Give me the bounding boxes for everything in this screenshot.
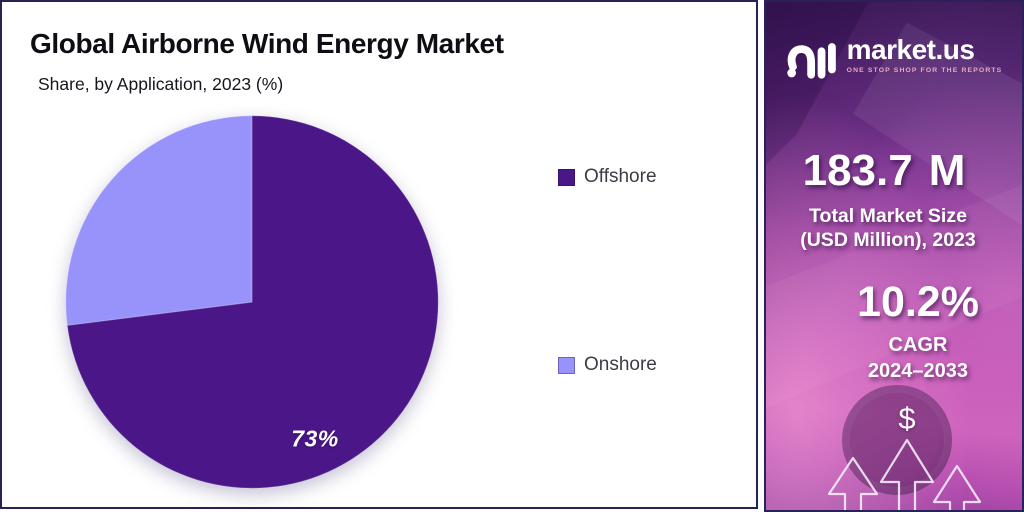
brand-sidebar: market.us ONE STOP SHOP FOR THE REPORTS … bbox=[764, 0, 1024, 512]
brand-tagline: ONE STOP SHOP FOR THE REPORTS bbox=[846, 67, 1003, 74]
market-size-unit: M bbox=[928, 146, 966, 195]
pie-chart-svg bbox=[65, 115, 439, 489]
growth-arrow-middle bbox=[879, 438, 935, 510]
legend-swatch-onshore bbox=[558, 356, 575, 374]
market-us-logo-icon bbox=[786, 43, 836, 79]
growth-arrow-left bbox=[827, 456, 879, 510]
legend-swatch-offshore bbox=[558, 168, 575, 186]
cagr-label-line1: CAGR bbox=[888, 334, 948, 356]
market-size-stat: 183.7 M bbox=[766, 146, 1012, 196]
legend-label-onshore: Onshore bbox=[584, 354, 657, 375]
cagr-label-line2: 2024–2033 bbox=[867, 359, 969, 382]
pie-slice-onshore bbox=[65, 115, 253, 327]
cagr-value: 10.2% bbox=[857, 278, 979, 326]
brand-name: market.us bbox=[846, 34, 975, 65]
pie-slice-offshore bbox=[66, 115, 439, 489]
brand-text-block: market.us ONE STOP SHOP FOR THE REPORTS bbox=[846, 34, 1003, 75]
chart-subtitle: Share, by Application, 2023 (%) bbox=[38, 74, 284, 94]
chart-panel: Global Airborne Wind Energy Market Share… bbox=[0, 0, 758, 509]
growth-arrows-icon bbox=[827, 438, 982, 510]
pie-chart: 73% bbox=[56, 106, 448, 498]
background-cup-shape bbox=[842, 385, 952, 495]
market-size-value: 183.7 bbox=[802, 146, 913, 195]
growth-arrow-right bbox=[932, 464, 982, 510]
legend-label-offshore: Offshore bbox=[584, 166, 657, 187]
legend-item-offshore: Offshore bbox=[558, 166, 657, 188]
market-size-label-line1: Total Market Size bbox=[809, 205, 967, 227]
page-title: Global Airborne Wind Energy Market bbox=[30, 28, 504, 59]
market-size-label: Total Market Size (USD Million), 2023 bbox=[766, 205, 1016, 253]
cagr-label: CAGR 2024–2033 bbox=[790, 333, 1022, 384]
brand-logo: market.us ONE STOP SHOP FOR THE REPORTS bbox=[766, 36, 1022, 82]
legend-item-onshore: Onshore bbox=[558, 354, 657, 376]
pie-data-label: 73% bbox=[291, 425, 339, 452]
dollar-icon: $ bbox=[898, 401, 916, 436]
market-size-label-line2: (USD Million), 2023 bbox=[800, 228, 976, 251]
